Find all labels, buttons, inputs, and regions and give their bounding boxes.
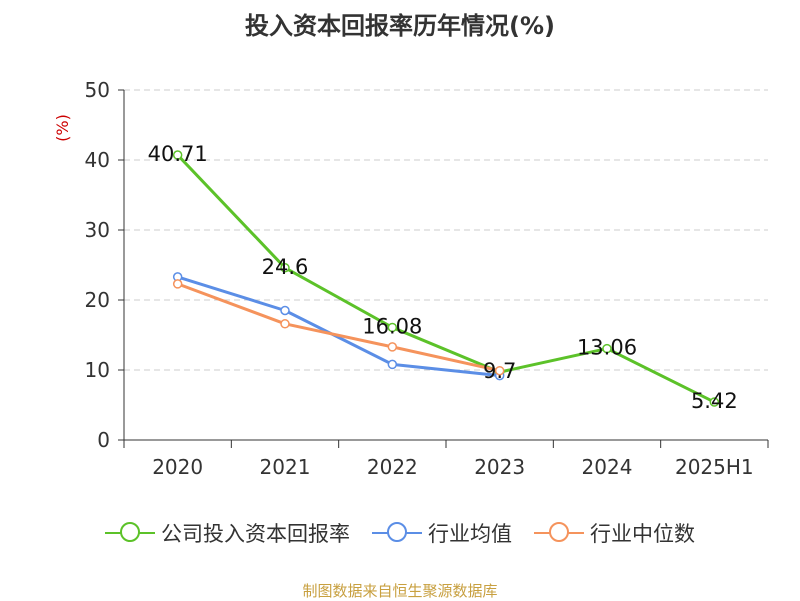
y-unit-label: (%): [53, 114, 72, 142]
series-lines: [172, 150, 720, 407]
grid-lines: [124, 89, 768, 371]
x-tick-label: 2021: [260, 455, 311, 479]
legend-label: 行业均值: [428, 522, 512, 546]
data-point: [387, 322, 398, 333]
series-line: [177, 282, 500, 373]
legend-item-industry-mean[interactable]: 行业均值: [372, 518, 512, 548]
data-label: 16.08: [362, 314, 422, 338]
data-point: [387, 342, 398, 352]
legend-label: 行业中位数: [590, 522, 695, 546]
data-point: [172, 150, 183, 160]
y-tick-label: 50: [85, 78, 110, 102]
legend-marker-icon: [534, 522, 584, 544]
data-point: [494, 365, 505, 376]
legend-label: 公司投入资本回报率: [161, 522, 350, 546]
data-point: [280, 319, 290, 329]
chart-title: 投入资本回报率历年情况(%): [245, 12, 555, 40]
data-point: [602, 343, 612, 354]
x-tick-label: 2025H1: [675, 455, 754, 479]
series-line: [176, 153, 716, 404]
legend-marker-icon: [372, 522, 422, 544]
data-label: 13.06: [577, 336, 637, 360]
legend: 公司投入资本回报率 行业均值 行业中位数: [0, 518, 800, 548]
data-point: [387, 359, 398, 370]
axes: 0 10 20 30 40 50 (%) 2020 2021 2022 2023 2024 2025H1: [53, 78, 769, 479]
source-note: 制图数据来自恒生聚源数据库: [302, 582, 498, 600]
legend-item-company-roic[interactable]: 公司投入资本回报率: [105, 518, 350, 548]
data-label: 9.7: [483, 359, 516, 383]
data-label: 40.71: [148, 142, 208, 166]
y-tick-label: 10: [85, 358, 110, 382]
data-point: [280, 305, 290, 316]
data-label: 24.6: [262, 255, 309, 279]
line-chart: 0 10 20 30 40 50 (%) 2020 2021 2022 2023 2024 2025H1…: [53, 78, 769, 479]
data-label: 5.42: [691, 389, 738, 413]
data-labels: 40.71 24.6 16.08 9.7 13.06 5.42: [148, 142, 738, 413]
x-tick-label: 2024: [582, 455, 633, 479]
y-tick-label: 40: [85, 148, 110, 172]
x-tick-label: 2022: [367, 455, 418, 479]
legend-item-industry-median[interactable]: 行业中位数: [534, 518, 695, 548]
series-line: [177, 275, 500, 378]
y-tick-label: 30: [85, 218, 110, 242]
x-tick-label: 2020: [152, 455, 203, 479]
y-tick-label: 20: [85, 288, 110, 312]
data-point: [172, 279, 183, 289]
y-tick-label: 0: [97, 428, 110, 452]
data-point: [709, 397, 720, 407]
legend-marker-icon: [105, 522, 155, 544]
data-point: [280, 263, 290, 273]
x-tick-label: 2023: [474, 455, 525, 479]
